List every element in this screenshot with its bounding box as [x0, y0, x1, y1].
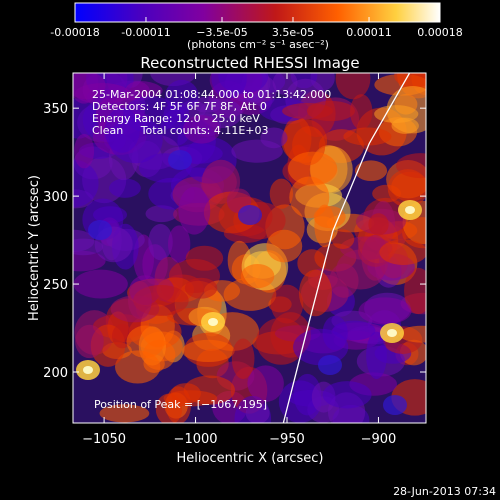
x-tick-label: −900: [361, 432, 397, 447]
solar-limb-curve: [282, 73, 411, 423]
colorbar-tick-label: 0.00018: [417, 26, 463, 39]
colorbar-ticks: [74, 17, 441, 22]
y-tick-label: 200: [43, 366, 68, 381]
colorbar: [74, 2, 441, 23]
y-tick-label: 250: [43, 278, 68, 293]
x-tick-label: −1050: [82, 432, 126, 447]
y-tick-label: 300: [43, 190, 68, 205]
plot-frame: [72, 72, 427, 424]
colorbar-tick-label: −3.5e-05: [196, 26, 247, 39]
colorbar-tick-label: -0.00011: [121, 26, 170, 39]
x-axis-ticks: [103, 73, 379, 423]
peak-position-label: Position of Peak = [−1067,195]: [94, 398, 267, 411]
colorbar-tick-label: 0.00011: [346, 26, 392, 39]
colorbar-tick-labels: -0.00018 -0.00011 −3.5e-05 3.5e-05 0.00011 0.…: [50, 26, 462, 39]
colorbar-tick-label: 3.5e-05: [272, 26, 314, 39]
chart-title: Reconstructed RHESSI Image: [140, 54, 359, 72]
y-tick-label: 350: [43, 102, 68, 117]
x-tick-label: −950: [269, 432, 305, 447]
x-axis-tick-labels: −1050 −1000 −950 −900: [82, 432, 396, 447]
annotation-energy-range: Energy Range: 12.0 - 25.0 keV: [92, 112, 260, 125]
y-axis-label: Heliocentric Y (arcsec): [27, 175, 42, 321]
colorbar-tick-label: -0.00018: [50, 26, 99, 39]
x-tick-label: −1000: [174, 432, 218, 447]
x-axis-label: Heliocentric X (arcsec): [177, 451, 324, 466]
annotation-block: 25-Mar-2004 01:08:44.000 to 01:13:42.000…: [92, 88, 331, 137]
annotation-clean-counts: Clean Total counts: 4.11E+03: [92, 124, 269, 137]
heatmap-image: [73, 73, 426, 423]
footer-date: 28-Jun-2013 07:34: [393, 485, 496, 498]
annotation-time-range: 25-Mar-2004 01:08:44.000 to 01:13:42.000: [92, 88, 331, 101]
colorbar-units-label: (photons cm⁻² s⁻¹ asec⁻²): [187, 38, 329, 51]
y-axis-tick-labels: 200 250 300 350: [43, 102, 68, 381]
y-axis-ticks: [73, 107, 426, 373]
annotation-detectors: Detectors: 4F 5F 6F 7F 8F, Att 0: [92, 100, 267, 113]
